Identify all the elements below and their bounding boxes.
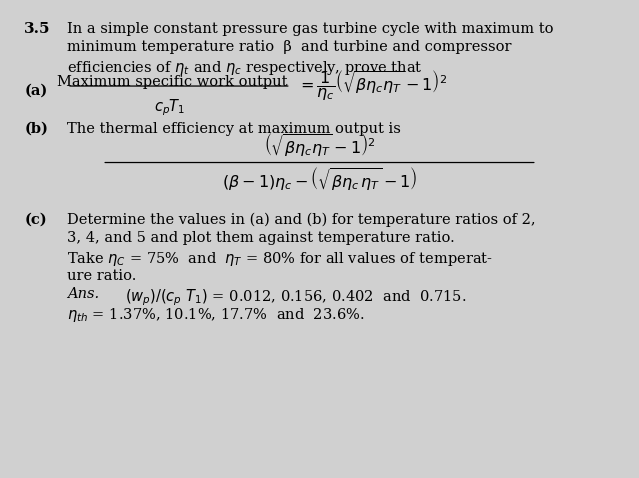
Text: Ans.: Ans. (67, 287, 99, 301)
Text: Take $\eta_C$ = 75%  and  $\eta_T$ = 80% for all values of temperat-: Take $\eta_C$ = 75% and $\eta_T$ = 80% f… (67, 250, 493, 268)
Text: $\left(\sqrt{\beta\eta_c\eta_T} - 1\right)^2$: $\left(\sqrt{\beta\eta_c\eta_T} - 1\righ… (264, 132, 375, 159)
Text: $\eta_{th}$ = 1.37%, 10.1%, 17.7%  and  23.6%.: $\eta_{th}$ = 1.37%, 10.1%, 17.7% and 23… (67, 306, 365, 324)
Text: 3.5: 3.5 (24, 22, 50, 35)
Text: $(\beta - 1)\eta_c - \left(\sqrt{\beta\eta_c\,\eta_T} - 1\right)$: $(\beta - 1)\eta_c - \left(\sqrt{\beta\e… (222, 166, 417, 193)
Text: $(w_p)/(c_p\ T_1)$ = 0.012, 0.156, 0.402  and  0.715.: $(w_p)/(c_p\ T_1)$ = 0.012, 0.156, 0.402… (125, 287, 466, 308)
Text: 3, 4, and 5 and plot them against temperature ratio.: 3, 4, and 5 and plot them against temper… (67, 231, 455, 245)
Text: The thermal efficiency at maximum output is: The thermal efficiency at maximum output… (67, 122, 401, 136)
Text: minimum temperature ratio  β  and turbine and compressor: minimum temperature ratio β and turbine … (67, 40, 512, 54)
Text: In a simple constant pressure gas turbine cycle with maximum to: In a simple constant pressure gas turbin… (67, 22, 553, 35)
Text: (b): (b) (24, 122, 48, 136)
Text: ure ratio.: ure ratio. (67, 269, 137, 282)
Text: efficiencies of $\eta_t$ and $\eta_c$ respectively, prove that: efficiencies of $\eta_t$ and $\eta_c$ re… (67, 59, 423, 77)
Text: $= \dfrac{1}{\eta_c}\left(\sqrt{\beta\eta_c\eta_T} - 1\right)^2$: $= \dfrac{1}{\eta_c}\left(\sqrt{\beta\et… (297, 69, 447, 103)
Text: (c): (c) (24, 213, 47, 227)
Text: $c_p T_1$: $c_p T_1$ (153, 97, 185, 118)
Text: Determine the values in (a) and (b) for temperature ratios of 2,: Determine the values in (a) and (b) for … (67, 213, 535, 227)
Text: (a): (a) (24, 84, 47, 98)
Text: Maximum specific work output: Maximum specific work output (58, 75, 288, 89)
